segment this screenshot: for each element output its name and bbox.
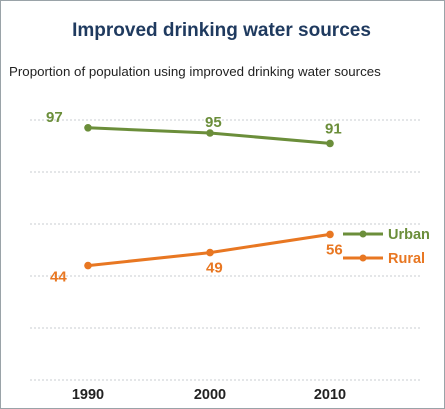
gridlines bbox=[30, 119, 420, 381]
data-label-rural: 49 bbox=[206, 260, 223, 277]
data-point-urban bbox=[326, 139, 334, 148]
x-tick-label: 1990 bbox=[72, 387, 104, 403]
data-label-rural: 56 bbox=[326, 241, 343, 258]
data-label-rural: 44 bbox=[50, 269, 67, 286]
x-axis: 1990 2000 2010 bbox=[72, 387, 346, 403]
legend-marker-urban bbox=[359, 230, 367, 238]
data-point-rural bbox=[84, 261, 92, 270]
data-label-urban: 91 bbox=[325, 120, 342, 137]
data-point-urban bbox=[84, 124, 92, 132]
legend: Urban Rural bbox=[343, 227, 430, 267]
series-lines bbox=[84, 124, 334, 270]
x-tick-label: 2000 bbox=[194, 387, 226, 403]
x-tick-label: 2010 bbox=[314, 387, 346, 403]
legend-label-rural: Rural bbox=[388, 251, 425, 267]
data-label-urban: 97 bbox=[46, 109, 63, 126]
legend-label-urban: Urban bbox=[388, 227, 430, 243]
chart-title: Improved drinking water sources bbox=[72, 20, 371, 41]
data-label-urban: 95 bbox=[205, 114, 222, 131]
data-labels: 97 95 91 44 49 56 bbox=[46, 109, 343, 286]
legend-marker-rural bbox=[359, 254, 367, 262]
data-point-urban bbox=[206, 129, 214, 137]
data-point-rural bbox=[206, 248, 214, 257]
data-point-rural bbox=[326, 230, 334, 239]
chart-subtitle: Proportion of population using improved … bbox=[9, 64, 381, 79]
